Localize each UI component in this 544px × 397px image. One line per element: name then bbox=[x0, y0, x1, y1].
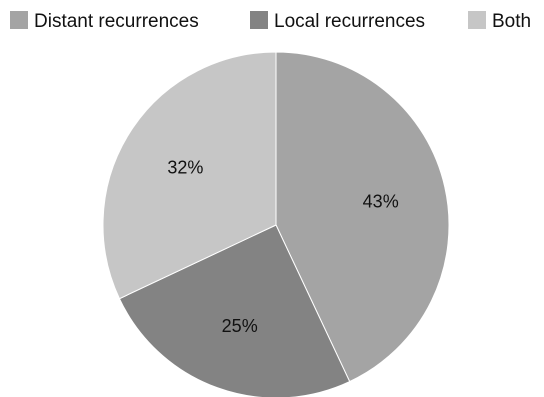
pie-slice-labels: 43% 25% 32% bbox=[167, 158, 398, 336]
pie-slice-both bbox=[102, 51, 277, 300]
legend-label-both: Both bbox=[492, 11, 531, 32]
chart-legend: Distant recurrences Local recurrences Both bbox=[10, 11, 531, 32]
legend-label-distant-recurrences: Distant recurrences bbox=[34, 11, 199, 32]
legend-item-local-recurrences: Local recurrences bbox=[250, 11, 425, 32]
slice-label-local-recurrences: 25% bbox=[222, 316, 258, 336]
legend-swatch-both bbox=[468, 11, 486, 29]
legend-item-distant-recurrences: Distant recurrences bbox=[10, 11, 199, 32]
legend-swatch-distant-recurrences bbox=[10, 11, 28, 29]
pie-slices bbox=[102, 51, 450, 397]
pie-slice-local-recurrences bbox=[118, 224, 351, 397]
legend-item-both: Both bbox=[468, 11, 531, 32]
legend-swatch-local-recurrences bbox=[250, 11, 268, 29]
slice-label-both: 32% bbox=[167, 158, 203, 178]
legend-label-local-recurrences: Local recurrences bbox=[274, 11, 425, 32]
slice-label-distant-recurrences: 43% bbox=[363, 192, 399, 212]
pie-slice-distant-recurrences bbox=[275, 51, 450, 383]
